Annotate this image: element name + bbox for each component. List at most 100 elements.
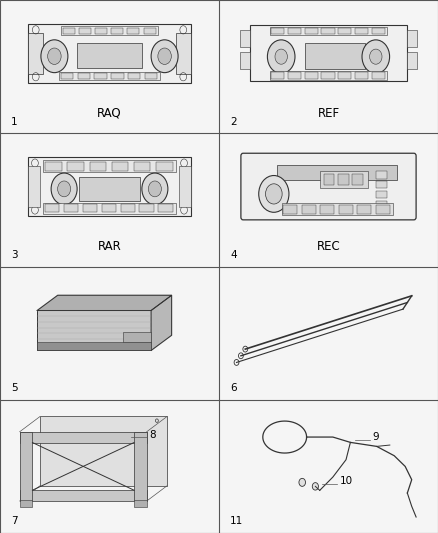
Text: RAR: RAR [98,240,121,253]
Text: 1: 1 [11,117,18,127]
Bar [371,72,385,78]
Bar [159,204,173,212]
Circle shape [259,175,289,212]
Bar [59,72,160,80]
Bar [64,204,78,212]
Bar [95,28,107,34]
Bar [134,500,147,506]
Circle shape [158,48,171,64]
Bar [61,26,158,35]
Text: 4: 4 [230,250,237,260]
Bar [156,162,173,171]
Bar [79,176,140,201]
Bar [320,171,368,188]
Bar [61,73,74,79]
Circle shape [370,49,382,64]
Bar [134,432,147,501]
Bar [111,73,124,79]
Bar [111,28,123,34]
Circle shape [265,184,282,204]
Bar [305,72,318,78]
Bar [120,204,135,212]
Bar [270,27,387,35]
Bar [376,171,387,179]
Bar [82,204,97,212]
Circle shape [362,40,390,74]
Bar [376,200,387,208]
Circle shape [142,173,168,205]
Bar [145,73,157,79]
Bar [67,162,84,171]
Bar [40,416,167,486]
Bar [45,162,62,171]
Bar [43,159,176,173]
Bar [102,204,117,212]
Bar [139,204,154,212]
Text: 5: 5 [11,383,18,393]
Bar [282,203,392,215]
Bar [95,73,107,79]
Bar [321,72,335,78]
Bar [305,28,318,34]
Bar [89,162,106,171]
Bar [355,72,368,78]
Circle shape [41,40,68,72]
Bar [240,30,250,46]
Bar [134,162,151,171]
Circle shape [148,181,161,197]
Bar [63,28,74,34]
Bar [128,73,141,79]
Bar [123,332,151,342]
Bar [355,28,368,34]
Bar [20,432,32,501]
Bar [28,166,40,207]
Bar [45,204,60,212]
Polygon shape [37,295,172,310]
Bar [339,205,353,214]
Bar [357,205,371,214]
Bar [270,71,387,79]
Text: 10: 10 [339,477,353,486]
Bar [37,342,151,351]
Circle shape [58,181,71,197]
Bar [272,72,285,78]
Bar [283,205,297,214]
Bar [301,205,316,214]
Bar [28,24,191,83]
Bar [250,25,407,81]
Bar [28,33,43,74]
Bar [407,52,417,69]
Bar [79,28,91,34]
Bar [179,166,191,207]
Bar [20,432,147,442]
Text: 2: 2 [230,117,237,127]
Bar [127,28,139,34]
FancyBboxPatch shape [241,154,416,220]
Text: REC: REC [317,240,340,253]
Bar [28,157,191,216]
Bar [324,174,334,185]
Bar [407,30,417,46]
Bar [272,28,285,34]
Bar [338,72,351,78]
Text: 3: 3 [11,250,18,260]
Bar [288,72,301,78]
Bar [371,28,385,34]
Bar [320,205,335,214]
Text: 11: 11 [230,516,243,527]
Circle shape [267,40,295,74]
Bar [176,33,191,74]
Text: RAQ: RAQ [97,107,122,120]
Bar [77,43,142,68]
Bar [37,310,151,351]
Bar [338,174,349,185]
Text: 8: 8 [149,430,155,440]
Text: 7: 7 [11,516,18,527]
Circle shape [299,479,305,486]
Bar [277,165,397,180]
Bar [321,28,335,34]
Polygon shape [151,295,172,351]
Bar [305,43,365,69]
Bar [240,52,250,69]
Bar [78,73,90,79]
